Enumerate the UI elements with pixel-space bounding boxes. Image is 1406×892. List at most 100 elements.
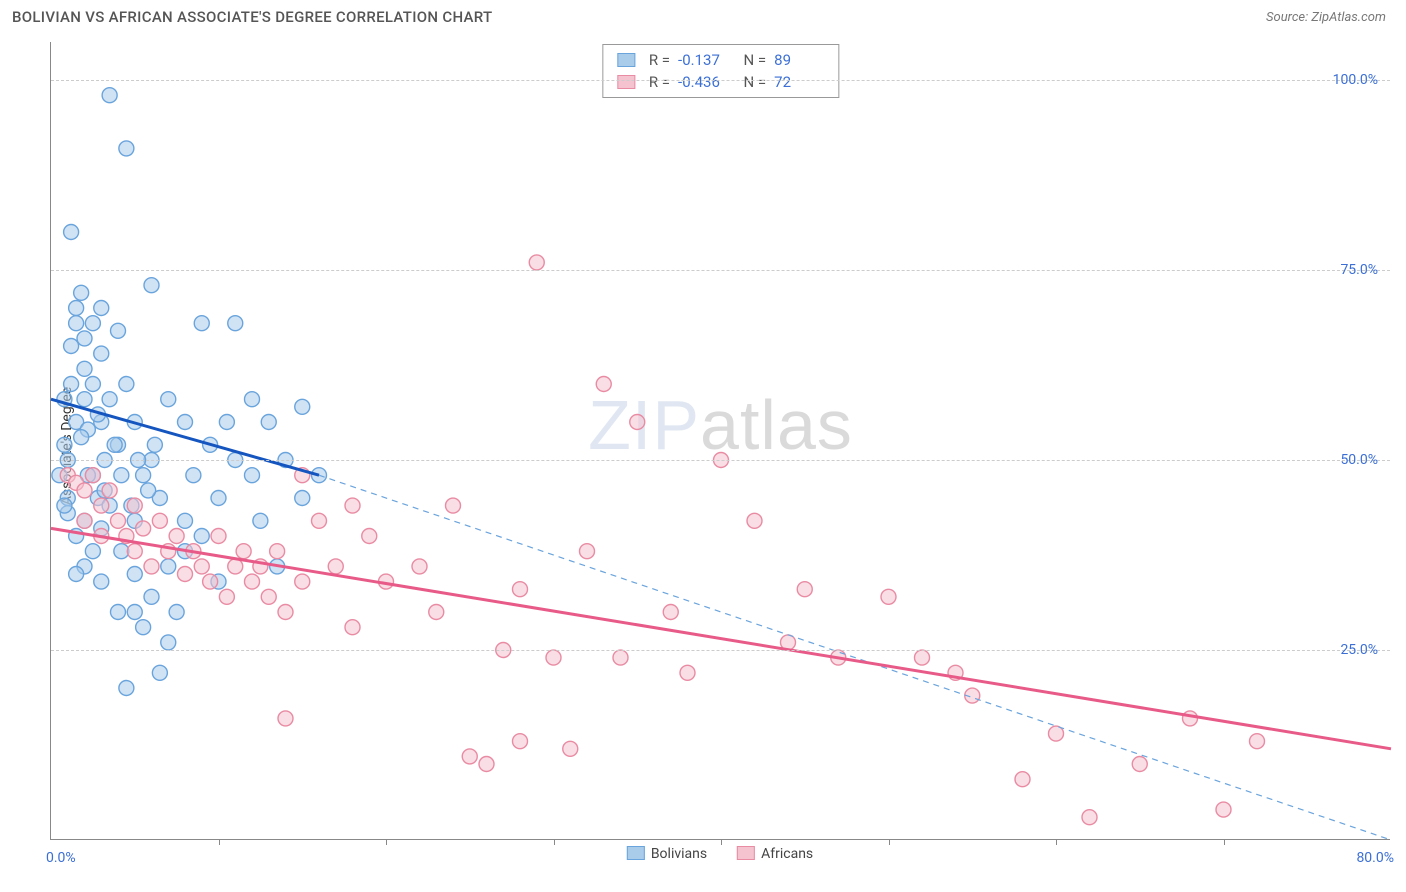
scatter-point	[69, 567, 84, 582]
x-tick	[1056, 839, 1057, 845]
scatter-point	[186, 468, 201, 483]
scatter-point	[412, 559, 427, 574]
scatter-point	[85, 377, 100, 392]
scatter-point	[144, 559, 159, 574]
legend-label: Africans	[761, 846, 813, 862]
scatter-point	[580, 544, 595, 559]
scatter-point	[178, 513, 193, 528]
x-axis-min-label: 0.0%	[46, 850, 76, 866]
scatter-point	[74, 430, 89, 445]
scatter-point	[111, 605, 126, 620]
scatter-point	[1250, 734, 1265, 749]
scatter-point	[211, 491, 226, 506]
scatter-point	[278, 605, 293, 620]
scatter-point	[228, 316, 243, 331]
x-tick	[1224, 839, 1225, 845]
scatter-point	[328, 559, 343, 574]
scatter-point	[295, 574, 310, 589]
scatter-point	[747, 513, 762, 528]
scatter-point	[77, 392, 92, 407]
scatter-point	[119, 141, 134, 156]
scatter-point	[245, 392, 260, 407]
y-tick-label: 25.0%	[1340, 642, 1378, 658]
scatter-point	[261, 415, 276, 430]
scatter-point	[127, 498, 142, 513]
scatter-point	[253, 513, 268, 528]
scatter-point	[194, 316, 209, 331]
scatter-point	[152, 513, 167, 528]
scatter-point	[136, 521, 151, 536]
scatter-point	[446, 498, 461, 513]
scatter-point	[211, 529, 226, 544]
scatter-point	[513, 582, 528, 597]
gridline	[51, 80, 1390, 81]
scatter-point	[228, 559, 243, 574]
scatter-point	[194, 559, 209, 574]
n-label: N =	[736, 49, 766, 71]
scatter-point	[57, 498, 72, 513]
scatter-point	[102, 392, 117, 407]
legend-item: Bolivians	[627, 846, 707, 862]
x-tick	[554, 839, 555, 845]
scatter-point	[77, 483, 92, 498]
scatter-point	[219, 415, 234, 430]
scatter-point	[94, 346, 109, 361]
scatter-point	[102, 88, 117, 103]
scatter-point	[345, 620, 360, 635]
scatter-point	[178, 415, 193, 430]
scatter-point	[663, 605, 678, 620]
scatter-point	[169, 529, 184, 544]
scatter-point	[219, 589, 234, 604]
legend-swatch	[617, 53, 635, 67]
source-credit: Source: ZipAtlas.com	[1266, 10, 1386, 25]
scatter-point	[1183, 711, 1198, 726]
scatter-point	[136, 620, 151, 635]
scatter-point	[127, 567, 142, 582]
x-tick	[386, 839, 387, 845]
legend-swatch	[627, 846, 645, 860]
scatter-point	[362, 529, 377, 544]
scatter-point	[1082, 810, 1097, 825]
scatter-point	[797, 582, 812, 597]
y-tick-label: 75.0%	[1340, 262, 1378, 278]
scatter-point	[147, 437, 162, 452]
gridline	[51, 650, 1390, 651]
y-tick-label: 50.0%	[1340, 452, 1378, 468]
scatter-point	[69, 316, 84, 331]
scatter-point	[295, 491, 310, 506]
scatter-point	[881, 589, 896, 604]
scatter-point	[630, 415, 645, 430]
scatter-point	[94, 574, 109, 589]
scatter-point	[64, 377, 79, 392]
scatter-point	[57, 437, 72, 452]
trend-line	[51, 528, 1391, 748]
x-axis-row: 0.0% 80.0% BoliviansAfricans	[50, 846, 1390, 876]
scatter-point	[513, 734, 528, 749]
scatter-point	[563, 741, 578, 756]
scatter-point	[111, 513, 126, 528]
scatter-point	[194, 529, 209, 544]
trend-line	[51, 399, 319, 475]
scatter-point	[102, 483, 117, 498]
scatter-point	[546, 650, 561, 665]
scatter-point	[74, 285, 89, 300]
scatter-point	[295, 399, 310, 414]
scatter-point	[107, 437, 122, 452]
scatter-point	[114, 468, 129, 483]
scatter-point	[245, 468, 260, 483]
scatter-point	[178, 567, 193, 582]
r-label: R =	[649, 49, 670, 71]
scatter-point	[1015, 772, 1030, 787]
scatter-point	[141, 483, 156, 498]
scatter-point	[915, 650, 930, 665]
scatter-point	[270, 544, 285, 559]
legend-label: Bolivians	[651, 846, 707, 862]
scatter-point	[529, 255, 544, 270]
scatter-point	[161, 392, 176, 407]
scatter-point	[429, 605, 444, 620]
scatter-point	[85, 316, 100, 331]
scatter-point	[77, 513, 92, 528]
scatter-point	[236, 544, 251, 559]
scatter-point	[94, 498, 109, 513]
chart-plot-area: ZIPatlas R =-0.137 N =89R =-0.436 N =72 …	[50, 42, 1390, 840]
